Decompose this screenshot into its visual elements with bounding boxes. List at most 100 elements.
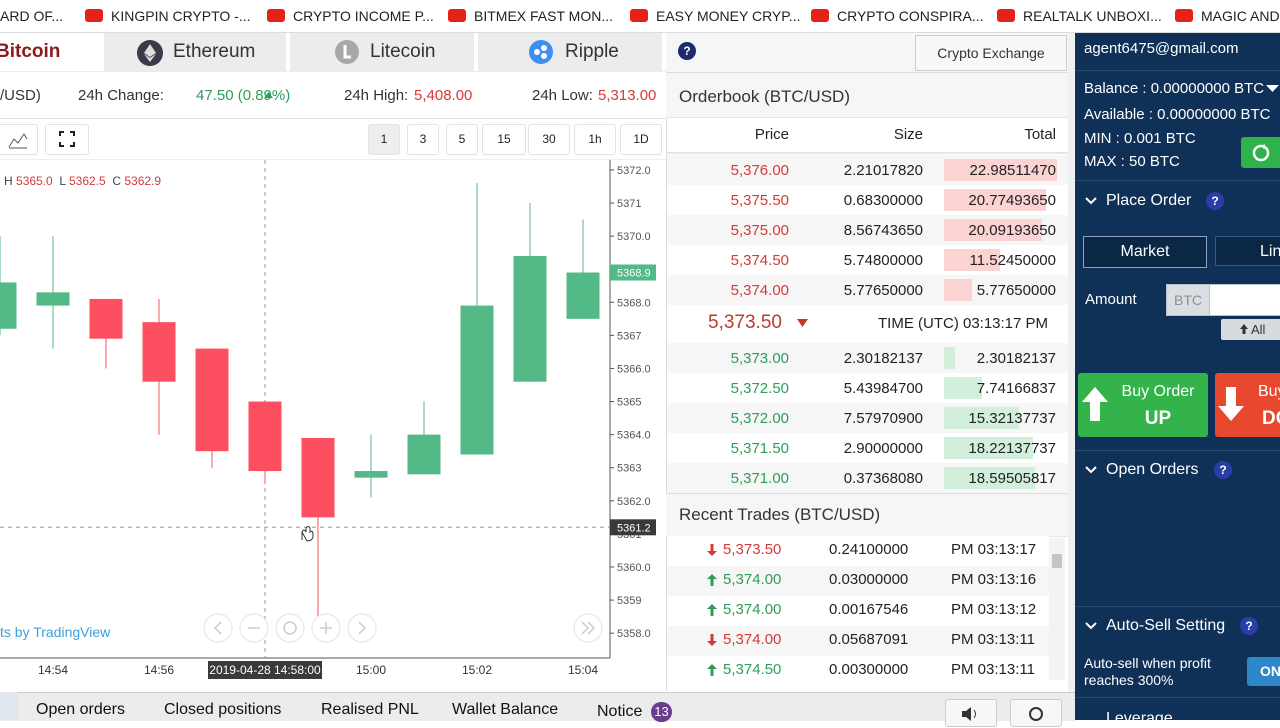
y-tick-label: 5371 xyxy=(617,198,641,210)
server-time: TIME (UTC) 03:13:17 PM xyxy=(878,315,1049,332)
trade-row xyxy=(667,656,1049,686)
down-caret xyxy=(797,319,808,327)
market-button[interactable]: Market xyxy=(1083,236,1207,268)
depth-bar xyxy=(944,347,956,369)
bottom-tab[interactable]: Open orders xyxy=(36,701,125,718)
bottom-tab[interactable]: Notice xyxy=(597,703,643,720)
fullscreen-button[interactable] xyxy=(45,124,89,155)
button-label[interactable]: Buy Order xyxy=(1121,383,1195,400)
size: 5.43984700 xyxy=(843,380,923,397)
interval-button[interactable]: 30 xyxy=(528,124,570,155)
indicators-button[interactable] xyxy=(0,124,38,155)
x-tick-label: 15:00 xyxy=(356,663,386,677)
bookmark[interactable]: CRYPTO INCOME P... xyxy=(293,8,434,24)
candle-body xyxy=(354,471,388,478)
limit-button[interactable]: Lin xyxy=(1215,236,1280,266)
refresh-button[interactable] xyxy=(1010,699,1062,727)
bottom-tab[interactable]: Closed positions xyxy=(164,701,282,718)
depth-bar xyxy=(944,407,1020,429)
bookmark[interactable]: ARD OF... xyxy=(0,8,64,24)
candle-body xyxy=(89,298,123,339)
section-title[interactable]: Leverage xyxy=(1106,710,1173,727)
trade-time: PM 03:13:16 xyxy=(951,571,1037,588)
interval-button[interactable]: 1 xyxy=(368,124,400,155)
bookmark[interactable]: CRYPTO CONSPIRA... xyxy=(837,8,984,24)
active-tab[interactable] xyxy=(0,692,18,720)
column-header: Size xyxy=(893,126,923,143)
y-tick-label: 5365 xyxy=(617,397,641,409)
auto-sell-text: Auto-sell when profit reaches 300% xyxy=(1084,655,1211,688)
price: 5,372.50 xyxy=(730,380,789,397)
interval-button[interactable]: 1D xyxy=(620,124,662,155)
price: 5,372.00 xyxy=(730,410,789,427)
scrollbar[interactable] xyxy=(1049,538,1065,680)
bookmark[interactable]: MAGIC AND xyxy=(1201,8,1280,24)
last-price-label: 5368.9 xyxy=(617,268,651,280)
tab-label[interactable]: Ethereum xyxy=(173,41,256,62)
price: 5,373.00 xyxy=(730,350,789,367)
tab-label[interactable]: Bitcoin xyxy=(0,41,61,62)
dropdown-caret[interactable] xyxy=(1266,84,1279,93)
arrow-shape xyxy=(707,604,717,616)
arrow-shape xyxy=(707,664,717,676)
amount-label: Amount xyxy=(1085,291,1137,308)
interval-button[interactable]: 1h xyxy=(574,124,616,155)
gutter xyxy=(1068,33,1075,693)
trade-price: 5,374.50 xyxy=(723,661,782,678)
section-title[interactable]: Open Orders xyxy=(1106,461,1199,478)
buy-down-button[interactable] xyxy=(1215,373,1280,437)
change-label: 24h Change: xyxy=(78,87,164,104)
youtube-icon xyxy=(630,9,648,22)
refresh-button[interactable] xyxy=(1241,137,1280,168)
all-button[interactable]: All xyxy=(1221,319,1280,340)
trade-arrow xyxy=(707,604,717,616)
section-title[interactable]: Auto-Sell Setting xyxy=(1106,617,1226,634)
bookmark[interactable]: BITMEX FAST MON... xyxy=(474,8,613,24)
help-icon[interactable]: ? xyxy=(1214,461,1232,479)
tab[interactable] xyxy=(0,33,104,71)
sound-button[interactable] xyxy=(945,699,997,727)
tab-label[interactable]: Ripple xyxy=(565,41,619,62)
bottom-tab[interactable]: Wallet Balance xyxy=(452,701,559,718)
orderbook-title: Orderbook (BTC/USD) xyxy=(679,87,850,106)
total: 15.32137737 xyxy=(968,410,1056,427)
help-icon[interactable]: ? xyxy=(678,42,696,60)
size: 5.77650000 xyxy=(843,282,923,299)
exchange-button[interactable]: Crypto Exchange xyxy=(915,35,1067,71)
divider xyxy=(666,152,1068,154)
bookmark[interactable]: KINGPIN CRYPTO -... xyxy=(111,8,251,24)
amount-input[interactable] xyxy=(1209,284,1280,316)
column-header: Total xyxy=(1024,126,1056,143)
orderbook-row xyxy=(667,373,1068,403)
watermark: ts by TradingView xyxy=(0,624,111,640)
auto-sell-toggle[interactable]: ON xyxy=(1247,657,1280,686)
youtube-icon xyxy=(267,9,285,22)
divider xyxy=(1075,450,1280,451)
tab[interactable] xyxy=(482,33,666,71)
bookmark[interactable]: EASY MONEY CRYP... xyxy=(656,8,801,24)
price: 5,376.00 xyxy=(730,162,789,179)
low-label: 24h Low: xyxy=(532,87,593,104)
bottom-tab[interactable]: Realised PNL xyxy=(321,701,419,718)
tab[interactable] xyxy=(294,33,478,71)
arrow-shape xyxy=(707,574,717,586)
interval-button[interactable]: 15 xyxy=(482,124,526,155)
eth-icon xyxy=(137,40,163,66)
section-title[interactable]: Place Order xyxy=(1106,192,1192,209)
help-icon[interactable]: ? xyxy=(1206,192,1224,210)
button-label[interactable]: UP xyxy=(1144,408,1172,429)
candle-body xyxy=(142,322,176,382)
tab[interactable] xyxy=(106,33,290,71)
tab-label[interactable]: Litecoin xyxy=(370,41,436,62)
help-icon[interactable]: ? xyxy=(1240,617,1258,635)
buy-up-button[interactable] xyxy=(1078,373,1208,437)
interval-button[interactable]: 3 xyxy=(407,124,439,155)
button-label[interactable]: DO xyxy=(1262,408,1280,429)
interval-button[interactable]: 5 xyxy=(446,124,478,155)
button-label[interactable]: Buy xyxy=(1258,383,1280,400)
size: 5.74800000 xyxy=(843,252,923,269)
x-label-box xyxy=(208,661,322,679)
candle-body xyxy=(195,348,229,452)
bookmark[interactable]: REALTALK UNBOXI... xyxy=(1023,8,1162,24)
